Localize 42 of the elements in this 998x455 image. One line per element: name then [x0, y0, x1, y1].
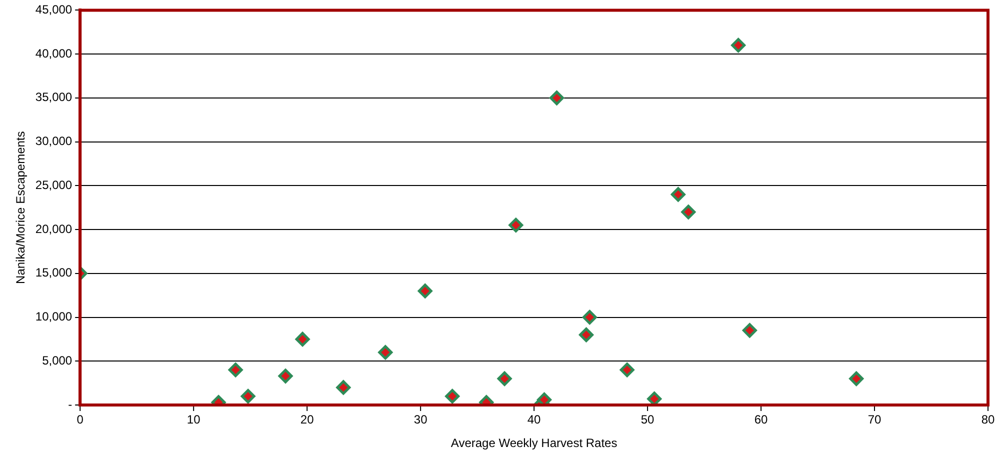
y-tick-label: 40,000 — [35, 46, 72, 60]
y-tick-label: 35,000 — [35, 90, 72, 104]
x-tick-label: 40 — [527, 412, 542, 426]
x-tick-label: 60 — [754, 412, 768, 426]
point — [681, 204, 696, 220]
y-tick-label: 25,000 — [35, 178, 72, 192]
point — [582, 310, 597, 325]
point — [445, 388, 460, 404]
point — [647, 392, 662, 405]
point — [295, 332, 310, 346]
y-tick-label: - — [68, 397, 72, 412]
y-tick-label: 45,000 — [35, 2, 72, 17]
point — [240, 388, 256, 404]
x-tick-label: 50 — [640, 412, 655, 426]
x-tick-label: 80 — [981, 412, 995, 426]
point — [537, 392, 552, 405]
point — [742, 323, 757, 338]
x-tick-label: 30 — [414, 412, 428, 426]
x-tick-label: 20 — [300, 412, 314, 426]
x-tick-label: 0 — [76, 412, 84, 426]
point — [378, 345, 393, 360]
y-tick-label: 15,000 — [35, 266, 72, 280]
point — [550, 90, 564, 106]
point — [731, 38, 746, 53]
point — [228, 362, 243, 378]
point — [278, 368, 293, 384]
point — [418, 284, 432, 298]
x-axis-title: Average Weekly Harvest Rates — [450, 436, 618, 450]
point — [670, 187, 686, 202]
y-tick-label: 5,000 — [42, 353, 72, 368]
point — [497, 371, 512, 386]
point — [620, 362, 634, 378]
point — [579, 328, 594, 342]
x-tick-label: 70 — [868, 412, 882, 426]
y-axis-title: Nanika/Morice Escapements — [14, 131, 28, 284]
y-tick-label: 20,000 — [35, 222, 72, 236]
y-tick-label: 10,000 — [35, 310, 72, 324]
point — [508, 218, 524, 232]
point — [336, 380, 351, 395]
point — [849, 371, 864, 386]
y-tick-label: 30,000 — [35, 134, 72, 148]
x-tick-label: 10 — [186, 412, 201, 426]
